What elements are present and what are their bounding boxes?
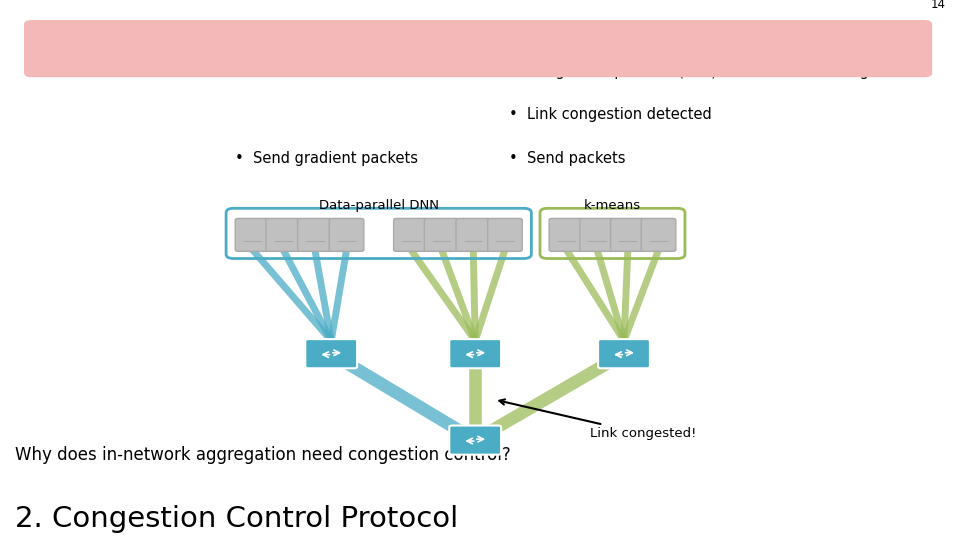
Text: Data-parallel DNN: Data-parallel DNN <box>319 199 439 212</box>
FancyBboxPatch shape <box>24 20 932 77</box>
FancyBboxPatch shape <box>611 219 645 252</box>
Text: Link congested!: Link congested! <box>499 400 697 441</box>
FancyBboxPatch shape <box>266 219 300 252</box>
FancyBboxPatch shape <box>305 339 357 368</box>
FancyBboxPatch shape <box>449 426 501 455</box>
FancyBboxPatch shape <box>449 339 501 368</box>
Text: k-means: k-means <box>584 199 641 212</box>
FancyBboxPatch shape <box>235 219 270 252</box>
Text: •  Link congestion detected: • Link congestion detected <box>509 107 711 123</box>
FancyBboxPatch shape <box>641 219 676 252</box>
FancyBboxPatch shape <box>394 219 428 252</box>
FancyBboxPatch shape <box>456 219 491 252</box>
Text: Without proper congestion control: Non-aggregation flows are starved.: Without proper congestion control: Non-a… <box>184 39 772 58</box>
Text: Why does in-network aggregation need congestion control?: Why does in-network aggregation need con… <box>15 446 511 463</box>
FancyBboxPatch shape <box>488 219 522 252</box>
Text: 2. Congestion Control Protocol: 2. Congestion Control Protocol <box>15 505 459 533</box>
FancyBboxPatch shape <box>580 219 614 252</box>
Text: •  Send packets: • Send packets <box>509 151 625 166</box>
Text: 14: 14 <box>930 0 946 11</box>
Text: •  Send gradient packets: • Send gradient packets <box>235 151 419 166</box>
Text: •  Congestion protocol (TCP) slows down sending: • Congestion protocol (TCP) slows down s… <box>509 64 869 79</box>
FancyBboxPatch shape <box>298 219 332 252</box>
FancyBboxPatch shape <box>598 339 650 368</box>
FancyBboxPatch shape <box>329 219 364 252</box>
FancyBboxPatch shape <box>549 219 584 252</box>
FancyBboxPatch shape <box>424 219 459 252</box>
